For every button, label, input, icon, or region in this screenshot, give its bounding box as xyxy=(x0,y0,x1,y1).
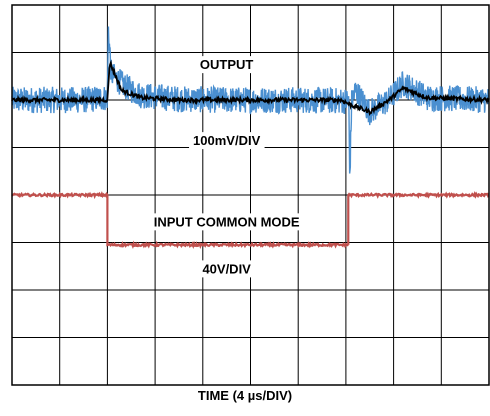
input-scale-label: 40V/DIV xyxy=(202,261,251,276)
output-label-bg xyxy=(195,56,258,74)
output-label: OUTPUT xyxy=(200,57,254,72)
output-scale-label: 100mV/DIV xyxy=(193,133,261,148)
input-common-mode-trace xyxy=(11,190,490,249)
input-label-bg xyxy=(149,213,304,231)
output-scale-bg xyxy=(189,132,265,150)
input-common-mode-label: INPUT COMMON MODE xyxy=(154,214,300,229)
traces xyxy=(11,26,490,249)
output-noise-trace xyxy=(11,26,490,174)
input-scale-bg xyxy=(198,260,256,278)
x-axis-label: TIME (4 µs/DIV) xyxy=(197,388,293,403)
plot-frame xyxy=(11,4,490,386)
output-average-trace xyxy=(11,59,490,117)
